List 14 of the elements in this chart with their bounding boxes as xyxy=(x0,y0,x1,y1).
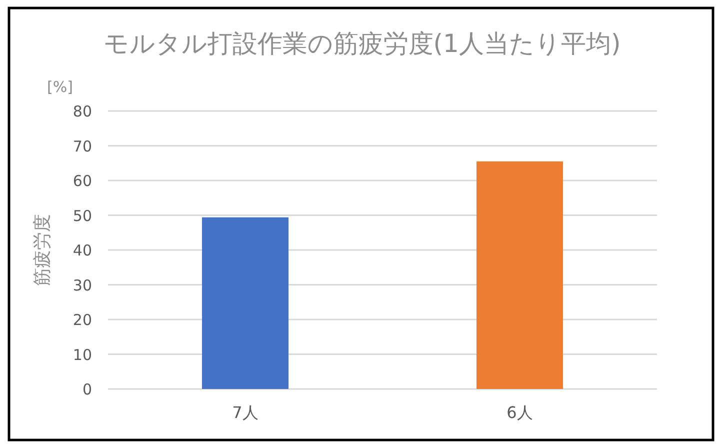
y-axis-title: 筋疲労度 xyxy=(32,214,53,286)
y-tick-label: 80 xyxy=(72,102,92,120)
y-tick-label: 30 xyxy=(72,276,92,294)
y-tick-label: 70 xyxy=(72,137,92,156)
text: [%] xyxy=(47,78,73,96)
chart-title: モルタル打設作業の筋疲労度(1人当たり平均) xyxy=(103,29,621,58)
y-tick-label: 50 xyxy=(72,206,92,225)
y-tick-label: 0 xyxy=(82,380,92,398)
y-tick-label: 10 xyxy=(72,346,92,364)
y-tick-label: 40 xyxy=(72,242,92,260)
x-tick-label: 7人 xyxy=(232,403,258,422)
y-tick-label: 60 xyxy=(72,172,92,190)
x-tick-label: 6人 xyxy=(506,403,533,422)
y-tick-label: 20 xyxy=(72,311,92,329)
